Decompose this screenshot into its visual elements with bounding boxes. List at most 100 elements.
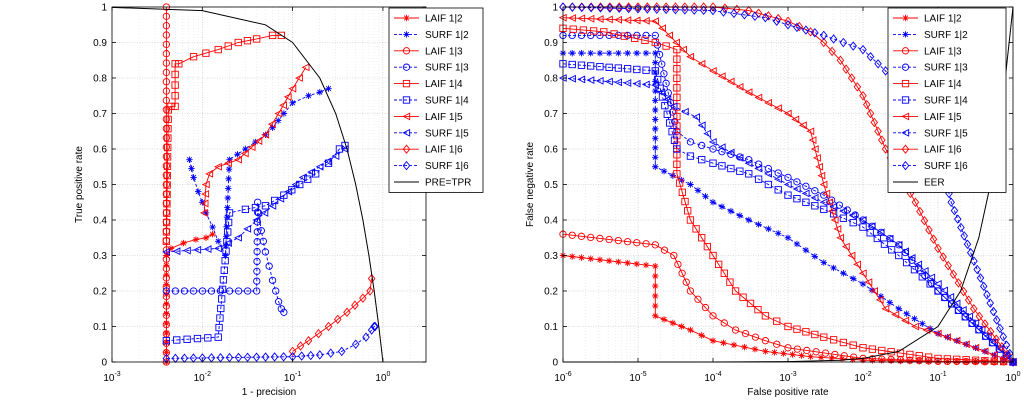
data-point bbox=[163, 153, 172, 161]
data-point bbox=[862, 99, 871, 110]
series-laif-1-6 bbox=[288, 273, 376, 357]
data-point bbox=[315, 162, 324, 171]
data-point bbox=[633, 260, 641, 268]
data-point bbox=[971, 356, 980, 364]
data-point bbox=[224, 159, 232, 168]
data-point bbox=[841, 242, 850, 251]
data-point bbox=[774, 230, 782, 237]
data-point bbox=[662, 79, 670, 87]
data-point bbox=[216, 287, 225, 295]
data-point bbox=[740, 10, 749, 20]
data-point bbox=[297, 351, 306, 361]
data-point bbox=[959, 286, 968, 297]
data-point bbox=[162, 171, 171, 179]
data-point bbox=[215, 238, 222, 245]
data-point bbox=[202, 234, 210, 241]
data-point bbox=[261, 130, 270, 139]
data-point bbox=[220, 266, 228, 274]
data-point bbox=[243, 37, 252, 45]
data-point bbox=[225, 175, 232, 183]
data-point bbox=[807, 353, 814, 360]
data-point bbox=[665, 31, 673, 40]
data-point bbox=[1009, 357, 1017, 367]
data-point bbox=[164, 143, 172, 152]
data-point bbox=[957, 222, 965, 233]
data-point bbox=[784, 173, 792, 182]
precision-recall-chart: 10-3 10-2 10-1 100 0 0.1 0.2 0.3 0.4 0.5 0.6 0.7 0.8… bbox=[74, 3, 484, 398]
data-point bbox=[859, 280, 867, 288]
data-point bbox=[673, 160, 681, 168]
x-axis-label: False positive rate bbox=[747, 387, 829, 398]
data-point bbox=[652, 59, 659, 66]
data-point bbox=[164, 115, 172, 123]
data-point bbox=[795, 21, 804, 32]
data-point bbox=[276, 194, 285, 203]
data-point bbox=[678, 188, 686, 196]
data-point bbox=[939, 252, 947, 262]
data-point bbox=[849, 341, 857, 349]
data-point bbox=[668, 127, 676, 136]
data-point bbox=[296, 180, 304, 189]
data-point bbox=[762, 348, 769, 355]
x-tick-label: 10-1 bbox=[284, 371, 301, 384]
data-point bbox=[761, 312, 770, 320]
data-point bbox=[600, 28, 608, 36]
data-point bbox=[751, 333, 760, 341]
data-point bbox=[933, 279, 942, 288]
data-point bbox=[234, 38, 242, 47]
data-point bbox=[881, 304, 890, 313]
data-point bbox=[802, 198, 810, 206]
data-point bbox=[866, 51, 875, 62]
data-point bbox=[873, 234, 881, 243]
data-point bbox=[663, 95, 672, 104]
data-point bbox=[847, 73, 856, 83]
data-point bbox=[304, 335, 313, 346]
data-point bbox=[225, 209, 234, 217]
data-point bbox=[673, 131, 681, 140]
data-point bbox=[952, 336, 961, 345]
data-point bbox=[163, 190, 171, 199]
legend-item-surf-1-6: SURF 1|6 bbox=[893, 160, 968, 172]
data-point bbox=[673, 84, 681, 92]
data-point bbox=[652, 163, 659, 170]
series-line-surf-1-4 bbox=[562, 63, 1014, 363]
data-point bbox=[652, 68, 659, 76]
y-tick-label: 0.8 bbox=[93, 74, 107, 85]
data-point bbox=[687, 181, 694, 188]
y-tick-label: 0.3 bbox=[544, 251, 558, 262]
data-point bbox=[265, 262, 273, 270]
data-point bbox=[926, 280, 934, 288]
series-line-laif-1-6 bbox=[563, 6, 1014, 363]
data-point bbox=[971, 319, 980, 327]
data-point bbox=[291, 180, 300, 189]
data-point bbox=[703, 129, 712, 138]
x-tick-label: 10-1 bbox=[929, 371, 946, 384]
data-point bbox=[242, 145, 249, 153]
data-point bbox=[209, 231, 216, 238]
data-point bbox=[568, 231, 576, 239]
data-point bbox=[596, 2, 605, 12]
data-point bbox=[214, 45, 222, 54]
data-point bbox=[642, 240, 650, 248]
data-point bbox=[651, 17, 659, 26]
data-point bbox=[901, 316, 910, 325]
data-point bbox=[224, 42, 232, 50]
data-point bbox=[201, 190, 210, 198]
data-point bbox=[253, 198, 262, 206]
data-point bbox=[362, 332, 370, 342]
data-point bbox=[326, 348, 335, 358]
data-point bbox=[808, 136, 817, 145]
data-point bbox=[981, 319, 989, 329]
data-point bbox=[811, 202, 819, 210]
data-point bbox=[798, 352, 805, 359]
data-point bbox=[222, 242, 229, 250]
data-point bbox=[162, 255, 171, 263]
data-point bbox=[745, 5, 753, 16]
data-point bbox=[792, 185, 801, 193]
data-point bbox=[283, 93, 292, 101]
data-point bbox=[633, 239, 641, 247]
series-line-surf-1-2 bbox=[188, 88, 329, 258]
data-point bbox=[833, 224, 842, 233]
data-point bbox=[218, 295, 226, 303]
data-point bbox=[820, 30, 828, 41]
